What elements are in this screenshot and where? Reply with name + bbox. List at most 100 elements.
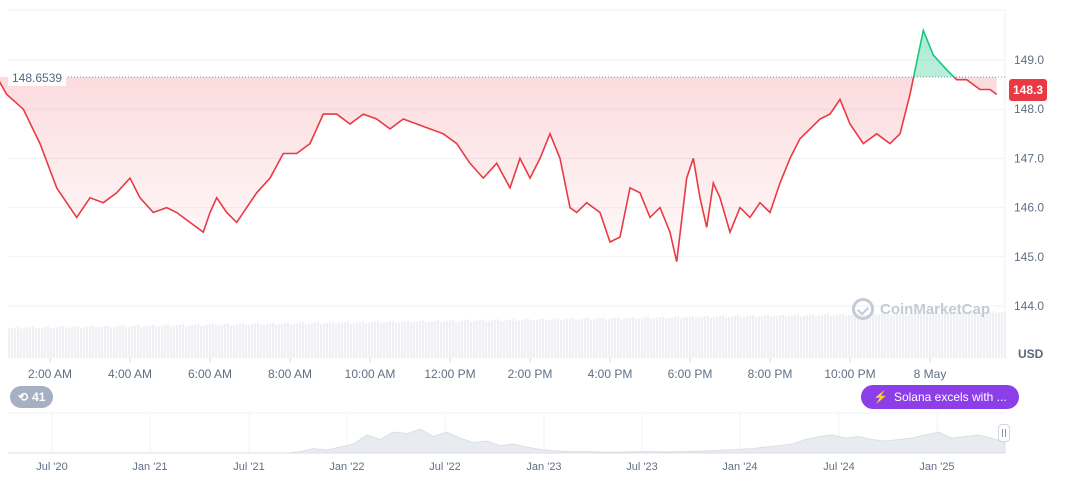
volume-bar: [404, 321, 407, 358]
x-tick-label: 2:00 PM: [508, 367, 553, 381]
x-tick-label: 10:00 AM: [345, 367, 396, 381]
volume-bar: [752, 315, 755, 358]
volume-bar: [758, 316, 761, 358]
volume-bar: [206, 324, 209, 358]
navigator-tick-label: Jul '23: [626, 461, 657, 473]
x-axis: 2:00 AM 4:00 AM 6:00 AM 8:00 AM 10:00 AM 12:0…: [28, 358, 946, 381]
volume-bar: [98, 327, 101, 358]
navigator-handle[interactable]: [998, 424, 1010, 442]
y-tick-label: 147.0: [1014, 151, 1044, 165]
volume-bar: [482, 319, 485, 358]
volume-bar: [617, 317, 620, 358]
volume-bar: [830, 315, 833, 358]
news-button[interactable]: ⚡ Solana excels with ...: [861, 385, 1019, 409]
volume-bar: [695, 317, 698, 358]
volume-bar: [548, 319, 551, 358]
volume-bar: [971, 312, 974, 358]
volume-bar: [500, 321, 503, 358]
volume-bar: [254, 323, 257, 358]
volume-bar: [806, 315, 809, 358]
volume-bar: [632, 316, 635, 358]
volume-bar: [53, 327, 56, 358]
volume-bar: [665, 318, 668, 358]
volume-bar: [884, 313, 887, 358]
volume-bar: [989, 311, 992, 358]
range-navigator[interactable]: Jul '20 Jan '21 Jul '21 Jan '22 Jul '22 Jan '…: [8, 412, 1006, 473]
volume-bar: [155, 326, 158, 358]
volume-bar: [275, 324, 278, 358]
volume-bar: [188, 325, 191, 358]
volume-bar: [953, 313, 956, 358]
volume-bar: [242, 323, 245, 358]
volume-bar: [173, 325, 176, 358]
volume-bar: [101, 326, 104, 358]
volume-bar: [350, 323, 353, 358]
volume-bar: [83, 327, 86, 358]
volume-bar: [227, 323, 230, 358]
volume-bar: [38, 328, 41, 358]
volume-bar: [20, 328, 23, 358]
x-tick-label: 12:00 PM: [424, 367, 475, 381]
volume-bar: [485, 321, 488, 358]
volume-bar: [92, 325, 95, 358]
events-button[interactable]: ⟲ 41: [10, 386, 54, 408]
volume-bar: [239, 323, 242, 358]
volume-bar: [341, 322, 344, 358]
volume-bar: [524, 319, 527, 358]
volume-bar: [467, 319, 470, 358]
volume-bar: [140, 326, 143, 358]
volume-bar: [308, 323, 311, 358]
navigator-tick-label: Jul '21: [233, 461, 264, 473]
volume-bar: [95, 327, 98, 358]
volume-bar: [338, 323, 341, 358]
x-tick-label: 8:00 AM: [268, 367, 312, 381]
volume-bar: [545, 320, 548, 358]
volume-bar: [557, 318, 560, 358]
volume-bar: [866, 314, 869, 358]
volume-bar: [644, 317, 647, 358]
volume-bar: [365, 323, 368, 358]
volume-bar: [650, 318, 653, 358]
volume-bar: [917, 312, 920, 358]
volume-bar: [266, 323, 269, 358]
volume-bar: [569, 318, 572, 358]
volume-bar: [992, 311, 995, 358]
volume-bar: [572, 317, 575, 358]
volume-bar: [689, 316, 692, 358]
volume-bar: [335, 323, 338, 358]
volume-bar: [143, 326, 146, 358]
volume-bar: [827, 313, 830, 358]
volume-bar: [377, 321, 380, 358]
news-text: Solana excels with ...: [893, 390, 1007, 404]
volume-bar: [638, 318, 641, 358]
volume-bar: [428, 321, 431, 358]
volume-bar: [746, 316, 749, 358]
volume-bar: [596, 318, 599, 358]
volume-bar: [674, 316, 677, 358]
volume-bar: [44, 326, 47, 358]
volume-bar: [446, 320, 449, 358]
volume-bar: [413, 322, 416, 358]
x-tick-label: 6:00 AM: [188, 367, 232, 381]
volume-bar: [515, 320, 518, 358]
volume-bar: [191, 325, 194, 358]
volume-bar: [914, 312, 917, 358]
navigator-area: [8, 428, 1006, 454]
volume-bar: [152, 324, 155, 358]
volume-bar: [287, 322, 290, 358]
volume-bar: [263, 324, 266, 358]
area-below-reference: [0, 77, 997, 262]
volume-bar: [170, 326, 173, 358]
volume-bar: [680, 318, 683, 358]
volume-bar: [800, 316, 803, 358]
volume-bar: [812, 314, 815, 358]
navigator-tick-label: Jan '23: [526, 461, 561, 473]
volume-bar: [908, 314, 911, 358]
volume-bar: [389, 321, 392, 358]
volume-bar: [533, 320, 536, 358]
volume-bar: [476, 320, 479, 358]
volume-bar: [134, 325, 137, 358]
volume-bar: [521, 319, 524, 358]
volume-bar: [431, 321, 434, 358]
